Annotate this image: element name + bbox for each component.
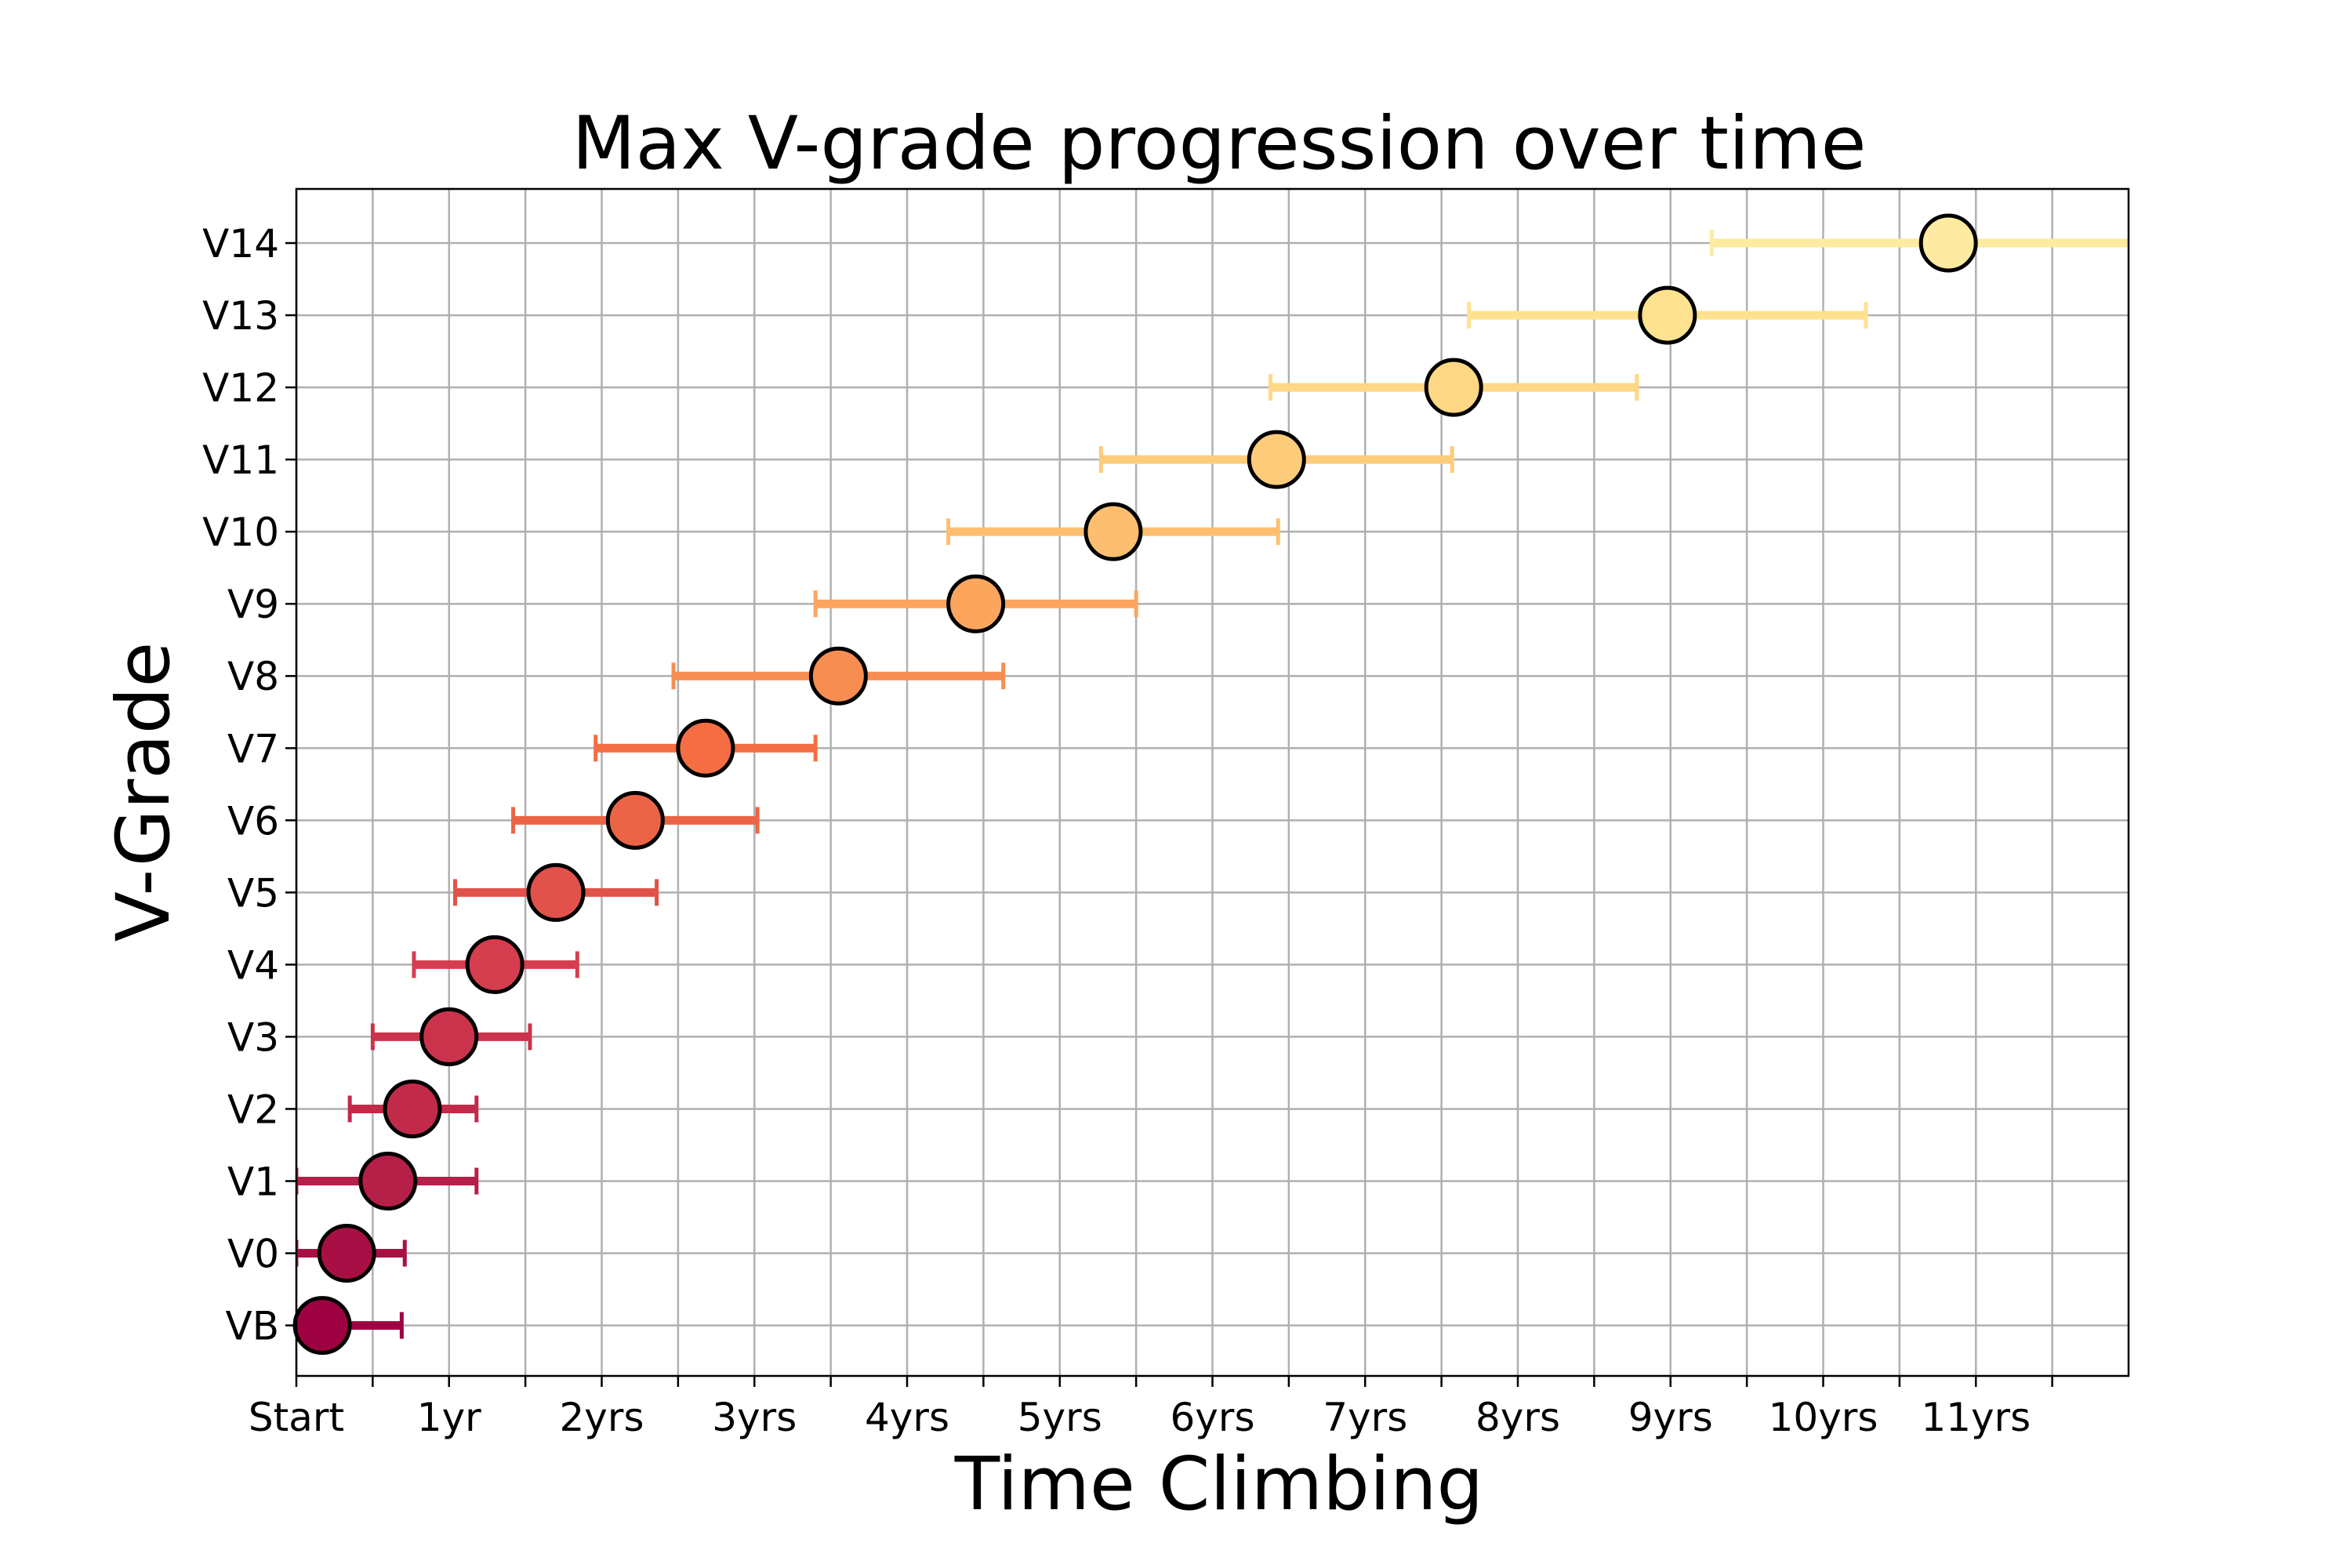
point-vb (292, 1296, 352, 1356)
point-v3 (419, 1007, 479, 1066)
x-tick-label: 3yrs (712, 1395, 797, 1440)
point-v7 (676, 718, 735, 778)
x-tick-label: 7yrs (1323, 1395, 1407, 1440)
y-tick-label: VB (225, 1304, 279, 1349)
point-v12 (1424, 358, 1483, 417)
y-tick-label: V3 (227, 1014, 279, 1060)
x-tick-label: 11yrs (1921, 1395, 2031, 1440)
y-tick-label: V11 (202, 437, 279, 483)
point-v9 (946, 574, 1006, 633)
y-tick-label: V1 (227, 1160, 279, 1205)
y-axis-label: V-Grade (101, 642, 187, 942)
point-v0 (317, 1224, 376, 1283)
point-v1 (358, 1152, 418, 1211)
x-tick-label: 9yrs (1628, 1395, 1713, 1440)
data-points (292, 213, 1978, 1356)
x-tick-label: 8yrs (1475, 1395, 1560, 1440)
x-tick-label: 4yrs (865, 1395, 949, 1440)
point-v4 (465, 935, 524, 994)
point-v2 (383, 1079, 442, 1138)
point-v5 (526, 862, 586, 922)
point-v10 (1083, 502, 1143, 561)
point-v8 (808, 646, 868, 706)
x-axis-label: Time Climbing (954, 1442, 1483, 1527)
y-tick-label: V5 (227, 870, 279, 916)
x-tick-label: 1yr (417, 1395, 481, 1440)
axis-ticks: Start 1yr 2yrs 3yrs 4yrs 5yrs 6yrs 7yrs 8yrs 9yrs… (202, 221, 2053, 1440)
chart-title: Max V-grade progression over time (572, 101, 1867, 187)
y-tick-label: V4 (227, 942, 279, 988)
y-tick-label: V0 (227, 1232, 279, 1277)
point-v11 (1247, 430, 1306, 489)
x-tick-label: 6yrs (1170, 1395, 1254, 1440)
y-tick-label: V12 (202, 365, 279, 411)
x-tick-label: 5yrs (1018, 1395, 1102, 1440)
y-tick-label: V14 (202, 221, 279, 267)
point-v13 (1638, 285, 1697, 345)
x-tick-label: 10yrs (1769, 1395, 1878, 1440)
y-tick-label: V2 (227, 1087, 279, 1132)
point-v6 (605, 790, 665, 850)
grid (295, 189, 2129, 1376)
y-tick-label: V9 (227, 582, 279, 627)
y-tick-label: V10 (202, 510, 279, 555)
y-tick-label: V7 (227, 726, 279, 771)
error-bars (296, 230, 2129, 1339)
y-tick-label: V6 (227, 798, 279, 844)
x-tick-label: 2yrs (559, 1395, 644, 1440)
x-tick-label: Start (249, 1395, 344, 1440)
y-tick-label: V8 (227, 654, 279, 699)
y-tick-label: V13 (202, 293, 279, 339)
point-v14 (1918, 213, 1978, 273)
